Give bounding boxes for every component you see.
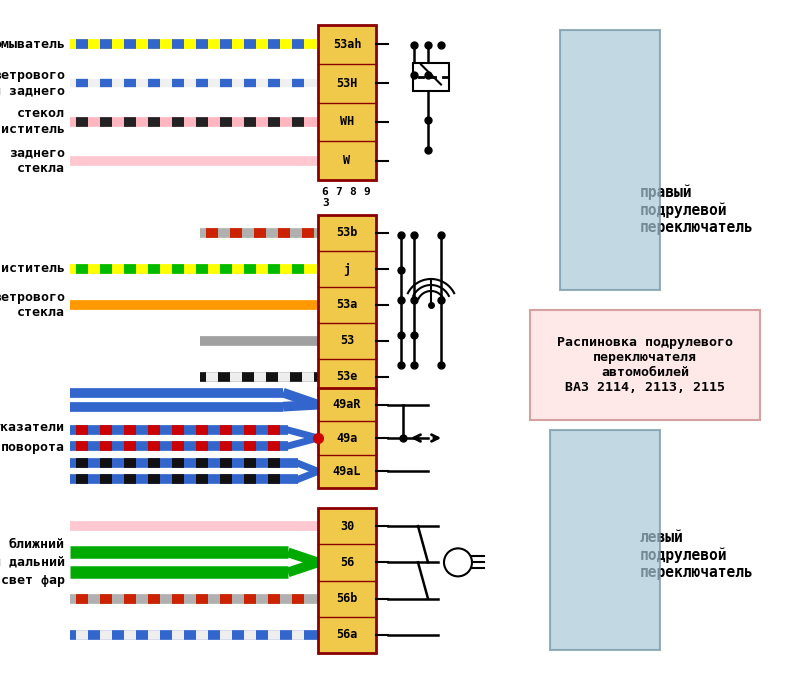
Text: стекла: стекла (17, 162, 65, 175)
Text: Распиновка подрулевого
переключателя
автомобилей
ВАЗ 2114, 2113, 2115: Распиновка подрулевого переключателя авт… (557, 336, 733, 394)
Text: правый
подрулевой
переключатель: правый подрулевой переключатель (640, 184, 754, 235)
Bar (318, 388, 376, 488)
Text: 4: 4 (350, 402, 356, 412)
Text: 30: 30 (340, 520, 354, 533)
Text: стекол: стекол (17, 108, 65, 120)
Text: 9: 9 (363, 187, 371, 197)
Text: 53e: 53e (336, 371, 358, 384)
Text: стекла: стекла (17, 306, 65, 319)
Text: WH: WH (340, 115, 354, 128)
Text: омыватель: омыватель (0, 38, 65, 51)
Text: 53H: 53H (336, 77, 358, 90)
Text: свет фар: свет фар (1, 574, 65, 587)
Text: W: W (344, 154, 351, 167)
Text: 53b: 53b (336, 226, 358, 239)
Text: 49aL: 49aL (333, 465, 361, 478)
Text: ветрового: ветрового (0, 68, 65, 81)
Text: 7: 7 (336, 187, 343, 197)
Text: указатели: указатели (0, 422, 65, 435)
Text: 3: 3 (323, 198, 329, 208)
Text: 6: 6 (322, 187, 328, 197)
Text: и заднего: и заднего (0, 85, 65, 97)
Text: 53ah: 53ah (333, 38, 361, 51)
Bar (413, 63, 449, 90)
Text: ближний: ближний (9, 538, 65, 551)
Text: и дальний: и дальний (0, 556, 65, 569)
Text: левый
подрулевой
переключатель: левый подрулевой переключатель (640, 530, 754, 580)
Text: 5: 5 (363, 402, 371, 412)
Bar (318, 508, 376, 653)
Text: поворота: поворота (1, 442, 65, 455)
Text: 49aR: 49aR (333, 398, 361, 411)
Text: 56: 56 (340, 556, 354, 569)
Text: 53a: 53a (336, 299, 358, 311)
Text: очиститель: очиститель (0, 262, 65, 275)
Text: 8: 8 (350, 187, 356, 197)
Text: 56a: 56a (336, 629, 358, 642)
Text: 2: 2 (336, 402, 343, 412)
Bar (550, 430, 660, 650)
Text: 49a: 49a (336, 431, 358, 444)
Bar (318, 215, 376, 395)
Bar (318, 25, 376, 180)
Text: 1: 1 (322, 402, 328, 412)
Text: очиститель: очиститель (0, 124, 65, 137)
Bar (560, 30, 660, 290)
Text: 53: 53 (340, 335, 354, 348)
Text: заднего: заднего (9, 146, 65, 159)
Bar (530, 310, 760, 420)
Text: j: j (344, 262, 351, 275)
Text: 56b: 56b (336, 592, 358, 605)
Text: ветрового: ветрового (0, 290, 65, 304)
